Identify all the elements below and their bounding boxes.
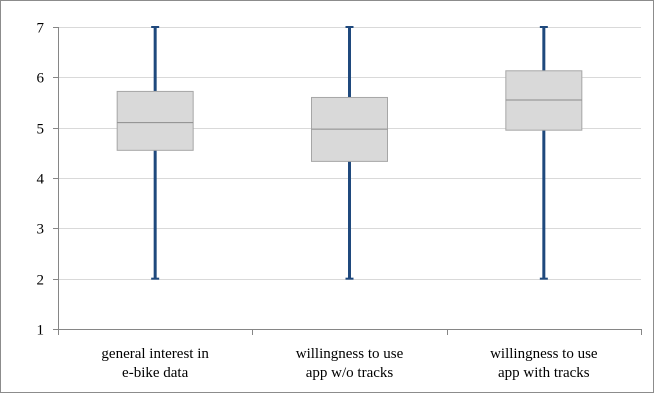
y-tick-label-4: 4 bbox=[37, 172, 45, 188]
x-category-label-3-line-1: willingness to use bbox=[490, 346, 598, 362]
x-category-label-1-line-2: e-bike data bbox=[122, 365, 189, 381]
y-tick-label-3: 3 bbox=[37, 222, 45, 238]
box-1 bbox=[116, 90, 194, 151]
box-3 bbox=[505, 70, 583, 131]
x-category-label-3: willingness to use app with tracks bbox=[490, 346, 598, 381]
x-category-label-2: willingness to use app w/o tracks bbox=[296, 346, 404, 381]
x-category-label-2-line-2: app w/o tracks bbox=[306, 365, 394, 381]
y-tick-label-1: 1 bbox=[37, 323, 45, 339]
y-tick-label-2: 2 bbox=[37, 273, 45, 289]
x-category-label-1-line-1: general interest in bbox=[101, 346, 209, 362]
x-category-label-1: general interest in e-bike data bbox=[101, 346, 209, 381]
x-category-label-2-line-1: willingness to use bbox=[296, 346, 404, 362]
y-tick-label-5: 5 bbox=[37, 122, 45, 138]
y-tick-label-6: 6 bbox=[37, 71, 45, 87]
y-tick-label-7: 7 bbox=[37, 21, 45, 37]
x-category-label-3-line-2: app with tracks bbox=[498, 365, 590, 381]
